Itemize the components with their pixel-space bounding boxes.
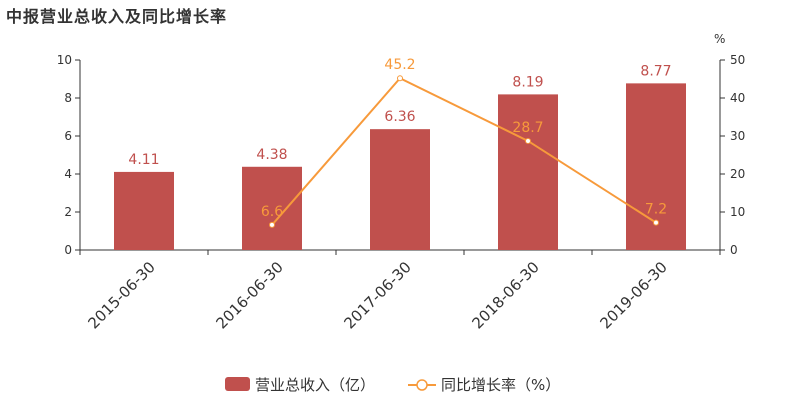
legend-growth-label: 同比增长率（%）: [441, 376, 560, 394]
revenue-bar: [114, 171, 174, 250]
revenue-bar-label: 4.11: [128, 152, 159, 168]
growth-rate-point: [269, 221, 275, 228]
right-tick-label: 30: [730, 129, 745, 143]
growth-rate-label: 6.6: [261, 204, 283, 220]
left-tick-label: 0: [64, 243, 72, 257]
legend-revenue-label: 营业总收入（亿）: [255, 376, 375, 394]
left-tick-label: 2: [64, 205, 72, 219]
growth-rate-point: [397, 75, 403, 82]
right-tick-label: 0: [730, 243, 738, 257]
legend-growth-marker: [416, 379, 428, 391]
right-tick-label: 40: [730, 91, 745, 105]
x-category-label: 2019-06-30: [596, 258, 670, 332]
right-tick-label: 50: [730, 53, 745, 67]
chart-title: 中报营业总收入及同比增长率: [6, 7, 228, 26]
x-category-label: 2016-06-30: [212, 258, 286, 332]
right-axis-unit: %: [714, 32, 725, 46]
growth-rate-line: [271, 77, 657, 226]
left-tick-label: 6: [64, 129, 72, 143]
x-category-label: 2018-06-30: [468, 258, 542, 332]
x-category-label: 2017-06-30: [340, 258, 414, 332]
right-tick-label: 20: [730, 167, 745, 181]
revenue-bar: [242, 166, 302, 250]
growth-rate-point: [653, 219, 659, 226]
revenue-bar: [498, 94, 558, 250]
left-tick-label: 4: [64, 167, 72, 181]
legend-revenue-swatch: [225, 377, 250, 391]
revenue-bar-label: 8.19: [512, 74, 543, 90]
right-tick-label: 10: [730, 205, 745, 219]
revenue-bar: [370, 129, 430, 250]
left-tick-label: 10: [57, 53, 72, 67]
growth-rate-label: 45.2: [384, 57, 415, 73]
growth-rate-label: 28.7: [512, 120, 543, 136]
revenue-bar-label: 4.38: [256, 147, 287, 163]
revenue-bar-label: 8.77: [640, 63, 671, 79]
left-tick-label: 8: [64, 91, 72, 105]
revenue-bar-label: 6.36: [384, 109, 415, 125]
growth-rate-point: [525, 137, 531, 144]
growth-rate-label: 7.2: [645, 202, 667, 218]
x-category-label: 2015-06-30: [84, 258, 158, 332]
